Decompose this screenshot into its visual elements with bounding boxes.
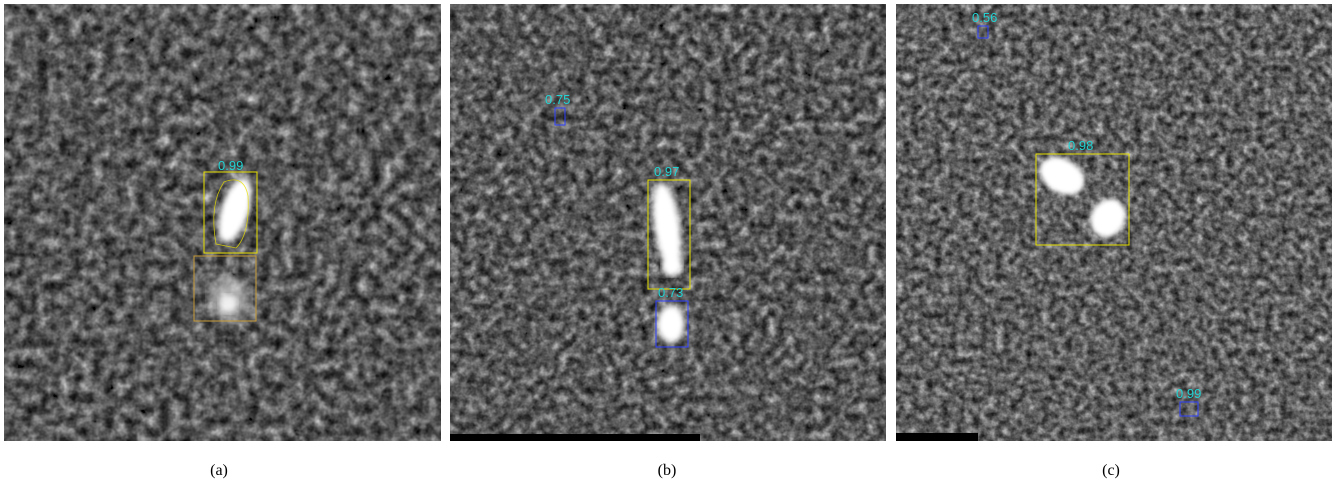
noise-image-c: 0.56 0.98 0.99	[896, 4, 1332, 441]
bright-particle-b1	[652, 182, 682, 276]
detection-score-c2: 0.98	[1068, 138, 1093, 153]
caption-c: (c)	[1102, 462, 1120, 479]
detection-score-b1: 0.75	[545, 92, 570, 107]
detection-box-b3	[655, 300, 689, 348]
detection-box-b2	[647, 179, 691, 290]
caption-a: (a)	[210, 462, 228, 479]
detection-score-c1: 0.56	[972, 10, 997, 25]
detection-score-c3: 0.99	[1176, 386, 1201, 401]
detection-score-b2: 0.97	[654, 164, 679, 179]
detection-score-a1: 0.99	[218, 158, 243, 173]
detection-box-a2	[193, 255, 257, 322]
noise-image-b: 0.75 0.97 0.73	[450, 4, 886, 441]
detection-box-c1	[977, 25, 989, 39]
bright-particle-a1	[218, 177, 252, 243]
faint-particle-a2	[209, 276, 249, 320]
detection-box-c3	[1179, 401, 1199, 417]
image-panel-b: 0.75 0.97 0.73	[450, 4, 886, 441]
detection-box-b1	[554, 107, 566, 126]
image-panel-c: 0.56 0.98 0.99	[896, 4, 1332, 441]
caption-b: (b)	[657, 462, 677, 479]
detection-score-b3: 0.73	[658, 285, 683, 300]
noise-image-a: 0.99	[4, 4, 441, 441]
detection-box-a1	[203, 171, 258, 254]
image-panel-a: 0.99	[4, 4, 441, 441]
detection-box-c2	[1035, 153, 1130, 246]
bright-particle-c1	[1039, 157, 1126, 238]
bright-particle-b2	[657, 305, 685, 343]
